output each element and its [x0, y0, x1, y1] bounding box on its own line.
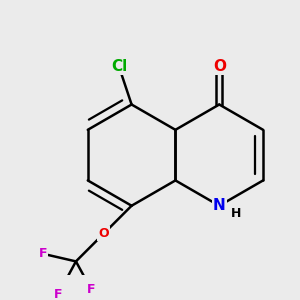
Text: F: F — [87, 283, 95, 296]
Text: F: F — [39, 247, 47, 260]
Text: Cl: Cl — [111, 59, 127, 74]
Text: O: O — [98, 227, 109, 240]
Text: F: F — [54, 288, 62, 300]
Text: O: O — [213, 59, 226, 74]
Text: H: H — [231, 207, 242, 220]
Text: N: N — [213, 198, 226, 213]
